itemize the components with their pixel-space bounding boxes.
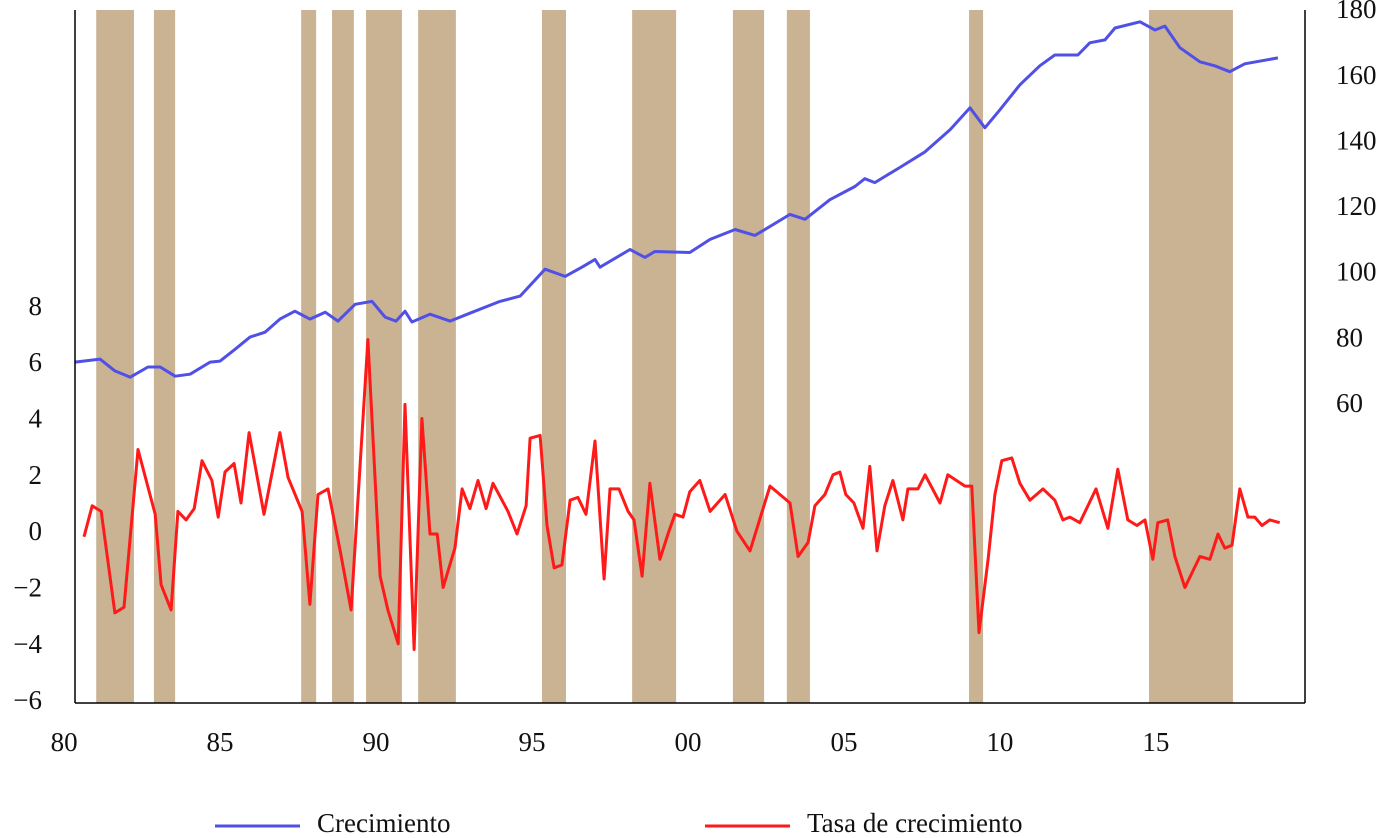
x-tick-label: 80 [51,727,78,757]
y2-tick-label: 60 [1336,388,1363,418]
y-tick-label: 6 [29,347,43,377]
x-tick-label: 85 [207,727,234,757]
y2-tick-label: 180 [1336,0,1377,24]
recession-band [541,10,567,703]
recession-band [1149,10,1233,703]
recession-band [418,10,456,703]
recession-band [732,10,765,703]
y2-tick-label: 120 [1336,191,1377,221]
x-tick-label: 15 [1142,727,1169,757]
recession-band [786,10,810,703]
y-tick-label: 0 [29,516,43,546]
series-line [82,338,1281,651]
legend-label: Crecimiento [317,808,450,838]
y-tick-label: 4 [29,403,43,433]
recession-bands [96,10,1233,703]
y-tick-label: −6 [13,685,42,715]
series-line [74,20,1279,379]
recession-band [96,10,134,703]
y-tick-label: 8 [29,291,43,321]
x-tick-label: 90 [363,727,390,757]
x-tick-label: 05 [830,727,857,757]
y2-tick-label: 160 [1336,60,1377,90]
recession-band [632,10,677,703]
y2-tick-label: 100 [1336,257,1377,287]
y-tick-label: −4 [13,629,42,659]
lines [74,20,1281,651]
y-tick-label: 2 [29,460,43,490]
legend-label: Tasa de crecimiento [807,808,1023,838]
x-tick-label: 10 [986,727,1013,757]
x-tick-label: 95 [518,727,545,757]
recession-band [153,10,176,703]
y2-tick-label: 80 [1336,322,1363,352]
y2-tick-label: 140 [1336,125,1377,155]
y-tick-label: −2 [13,573,42,603]
x-tick-label: 00 [674,727,701,757]
